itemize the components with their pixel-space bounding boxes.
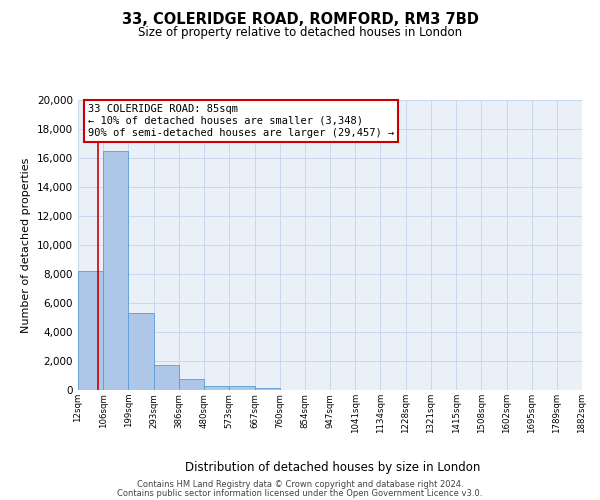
Y-axis label: Number of detached properties: Number of detached properties <box>22 158 31 332</box>
Bar <box>154 364 179 390</box>
Bar <box>204 386 229 390</box>
Bar <box>179 379 204 390</box>
Bar <box>229 386 254 390</box>
Text: 33, COLERIDGE ROAD, ROMFORD, RM3 7BD: 33, COLERIDGE ROAD, ROMFORD, RM3 7BD <box>122 12 478 28</box>
Text: Distribution of detached houses by size in London: Distribution of detached houses by size … <box>185 461 481 474</box>
Bar <box>103 151 128 390</box>
Bar <box>78 271 103 390</box>
Text: Size of property relative to detached houses in London: Size of property relative to detached ho… <box>138 26 462 39</box>
Text: 33 COLERIDGE ROAD: 85sqm
← 10% of detached houses are smaller (3,348)
90% of sem: 33 COLERIDGE ROAD: 85sqm ← 10% of detach… <box>88 104 394 138</box>
Bar <box>254 388 280 390</box>
Text: Contains HM Land Registry data © Crown copyright and database right 2024.: Contains HM Land Registry data © Crown c… <box>137 480 463 489</box>
Text: Contains public sector information licensed under the Open Government Licence v3: Contains public sector information licen… <box>118 488 482 498</box>
Bar <box>128 313 154 390</box>
